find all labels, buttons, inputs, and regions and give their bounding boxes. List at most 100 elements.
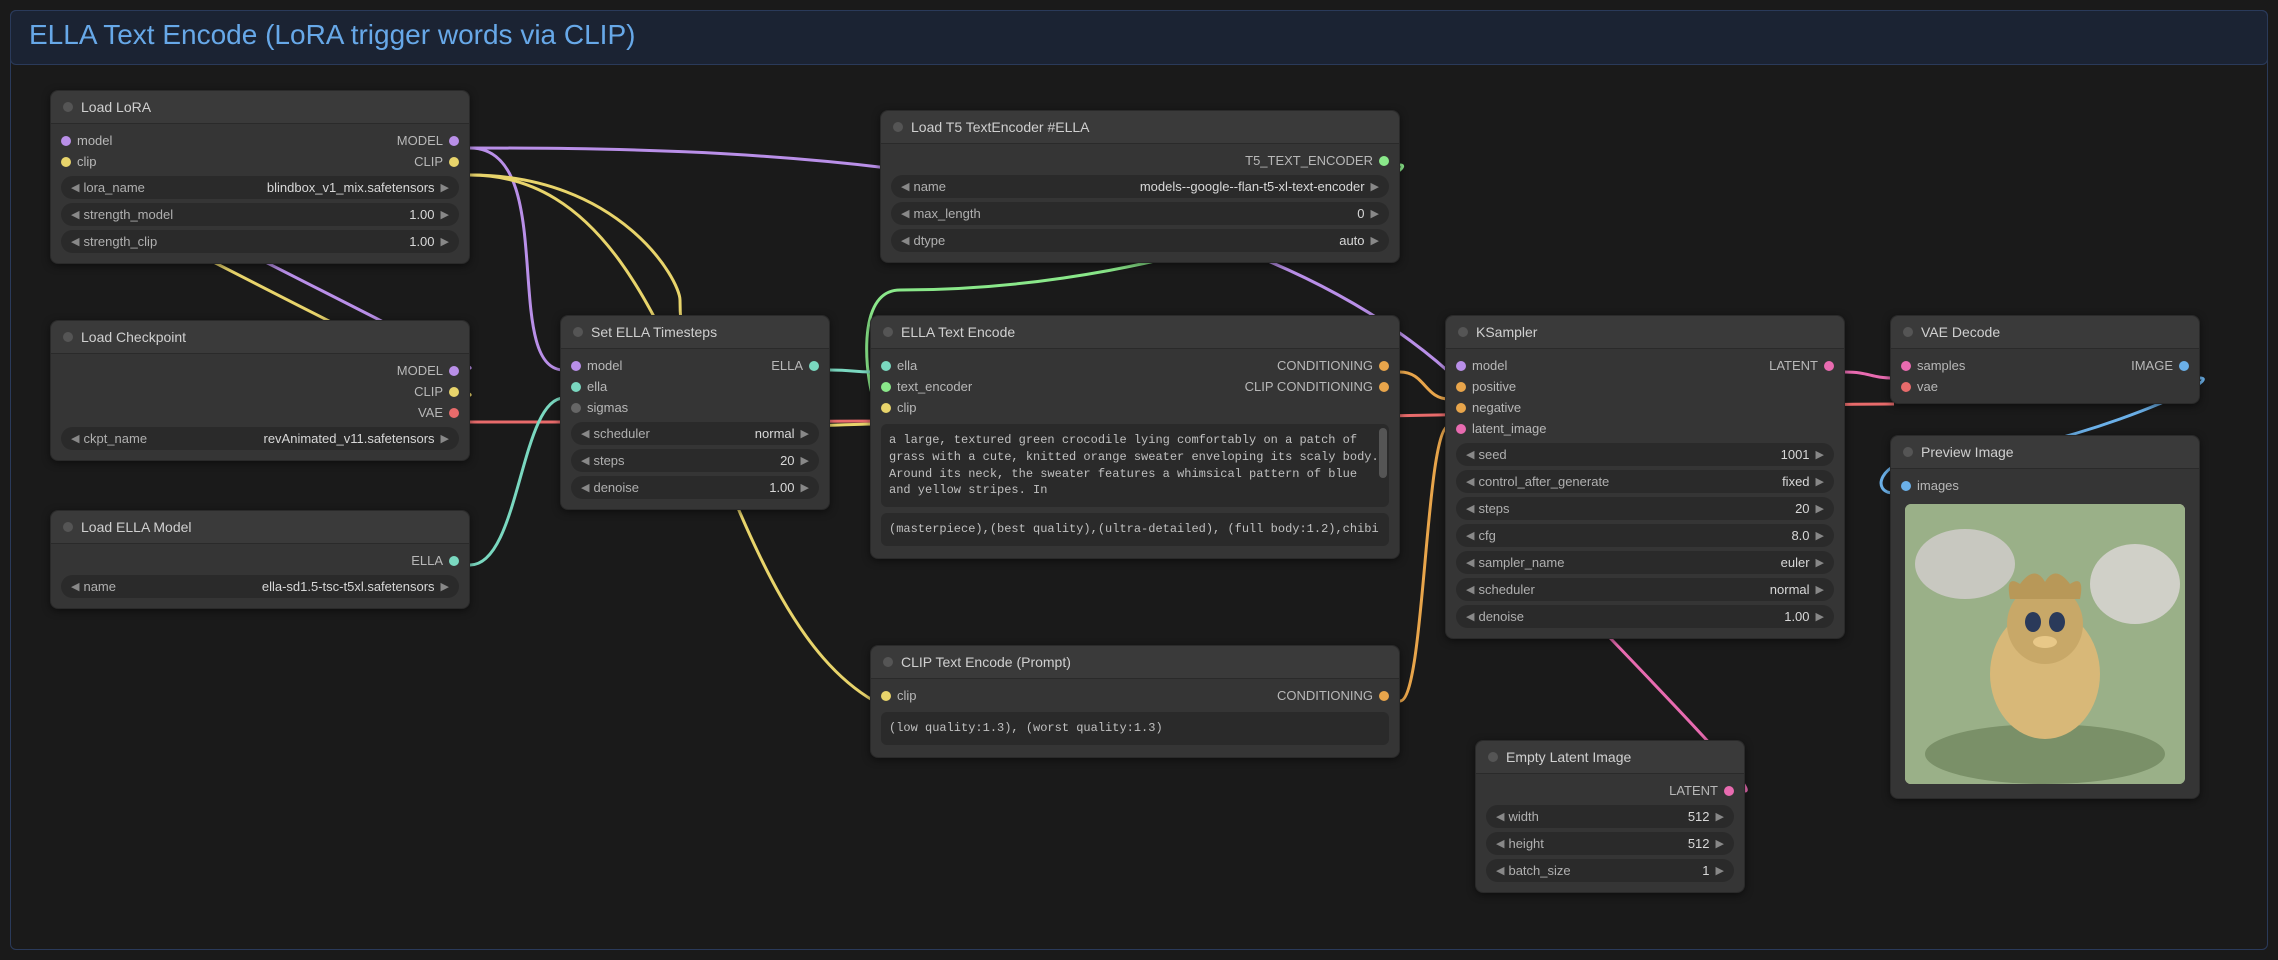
input-port-vae[interactable] [1901, 382, 1911, 392]
input-port-images[interactable] [1901, 481, 1911, 491]
chevron-right-icon[interactable]: ▶ [1369, 234, 1381, 247]
widget-strength-clip[interactable]: ◀strength_clip1.00▶ [61, 230, 459, 253]
chevron-right-icon[interactable]: ▶ [439, 181, 451, 194]
node-header[interactable]: Preview Image [1891, 436, 2199, 469]
input-port-text-encoder[interactable] [881, 382, 891, 392]
group-title-bar[interactable]: ELLA Text Encode (LoRA trigger words via… [10, 10, 2268, 65]
chevron-right-icon[interactable]: ▶ [799, 454, 811, 467]
node-vae-decode[interactable]: VAE Decode samples IMAGE vae [1890, 315, 2200, 404]
node-empty-latent[interactable]: Empty Latent Image LATENT ◀width512▶ ◀he… [1475, 740, 1745, 893]
widget-max-length[interactable]: ◀max_length0▶ [891, 202, 1389, 225]
chevron-right-icon[interactable]: ▶ [1714, 864, 1726, 877]
collapse-dot-icon[interactable] [1903, 447, 1913, 457]
chevron-left-icon[interactable]: ◀ [69, 235, 81, 248]
widget-width[interactable]: ◀width512▶ [1486, 805, 1734, 828]
chevron-right-icon[interactable]: ▶ [799, 481, 811, 494]
chevron-left-icon[interactable]: ◀ [899, 207, 911, 220]
chevron-right-icon[interactable]: ▶ [1714, 810, 1726, 823]
chevron-left-icon[interactable]: ◀ [1464, 556, 1476, 569]
collapse-dot-icon[interactable] [1458, 327, 1468, 337]
widget-sampler-name[interactable]: ◀sampler_nameeuler▶ [1456, 551, 1834, 574]
widget-steps[interactable]: ◀steps20▶ [571, 449, 819, 472]
output-port-model[interactable] [449, 136, 459, 146]
chevron-right-icon[interactable]: ▶ [439, 580, 451, 593]
chevron-left-icon[interactable]: ◀ [69, 181, 81, 194]
collapse-dot-icon[interactable] [63, 332, 73, 342]
widget-ella-name[interactable]: ◀nameella-sd1.5-tsc-t5xl.safetensors▶ [61, 575, 459, 598]
chevron-left-icon[interactable]: ◀ [69, 208, 81, 221]
input-port-model[interactable] [1456, 361, 1466, 371]
chevron-left-icon[interactable]: ◀ [1464, 610, 1476, 623]
input-port-ella[interactable] [571, 382, 581, 392]
widget-strength-model[interactable]: ◀strength_model1.00▶ [61, 203, 459, 226]
chevron-left-icon[interactable]: ◀ [1464, 448, 1476, 461]
prompt-textarea-negative[interactable]: (low quality:1.3), (worst quality:1.3) [881, 712, 1389, 745]
chevron-left-icon[interactable]: ◀ [1494, 810, 1506, 823]
output-port-image[interactable] [2179, 361, 2189, 371]
collapse-dot-icon[interactable] [1488, 752, 1498, 762]
node-set-timesteps[interactable]: Set ELLA Timesteps model ELLA ella sigma… [560, 315, 830, 510]
input-port-sigmas[interactable] [571, 403, 581, 413]
collapse-dot-icon[interactable] [573, 327, 583, 337]
widget-steps[interactable]: ◀steps20▶ [1456, 497, 1834, 520]
chevron-left-icon[interactable]: ◀ [1464, 529, 1476, 542]
scrollbar[interactable] [1379, 428, 1387, 478]
input-port-latent-image[interactable] [1456, 424, 1466, 434]
node-header[interactable]: Load T5 TextEncoder #ELLA [881, 111, 1399, 144]
node-clip-encode[interactable]: CLIP Text Encode (Prompt) clip CONDITION… [870, 645, 1400, 758]
chevron-left-icon[interactable]: ◀ [899, 234, 911, 247]
node-load-checkpoint[interactable]: Load Checkpoint MODEL CLIP VAE ◀ckpt_nam… [50, 320, 470, 461]
chevron-right-icon[interactable]: ▶ [1814, 475, 1826, 488]
input-port-model[interactable] [571, 361, 581, 371]
chevron-right-icon[interactable]: ▶ [1714, 837, 1726, 850]
widget-denoise[interactable]: ◀denoise1.00▶ [1456, 605, 1834, 628]
input-port-positive[interactable] [1456, 382, 1466, 392]
chevron-right-icon[interactable]: ▶ [1814, 448, 1826, 461]
collapse-dot-icon[interactable] [63, 102, 73, 112]
chevron-right-icon[interactable]: ▶ [1369, 180, 1381, 193]
chevron-left-icon[interactable]: ◀ [1464, 475, 1476, 488]
widget-scheduler[interactable]: ◀schedulernormal▶ [1456, 578, 1834, 601]
collapse-dot-icon[interactable] [1903, 327, 1913, 337]
output-port-latent[interactable] [1724, 786, 1734, 796]
chevron-left-icon[interactable]: ◀ [1494, 837, 1506, 850]
chevron-right-icon[interactable]: ▶ [1814, 556, 1826, 569]
chevron-right-icon[interactable]: ▶ [439, 208, 451, 221]
preview-image-thumbnail[interactable] [1905, 504, 2185, 784]
collapse-dot-icon[interactable] [883, 657, 893, 667]
chevron-right-icon[interactable]: ▶ [439, 235, 451, 248]
output-port-clip[interactable] [449, 157, 459, 167]
chevron-right-icon[interactable]: ▶ [439, 432, 451, 445]
widget-scheduler[interactable]: ◀schedulernormal▶ [571, 422, 819, 445]
chevron-left-icon[interactable]: ◀ [1494, 864, 1506, 877]
widget-denoise[interactable]: ◀denoise1.00▶ [571, 476, 819, 499]
input-port-negative[interactable] [1456, 403, 1466, 413]
node-ksampler[interactable]: KSampler model LATENT positive negative … [1445, 315, 1845, 639]
chevron-right-icon[interactable]: ▶ [799, 427, 811, 440]
node-header[interactable]: Load Checkpoint [51, 321, 469, 354]
widget-seed[interactable]: ◀seed1001▶ [1456, 443, 1834, 466]
node-header[interactable]: VAE Decode [1891, 316, 2199, 349]
node-header[interactable]: CLIP Text Encode (Prompt) [871, 646, 1399, 679]
input-port-clip[interactable] [881, 691, 891, 701]
input-port-model[interactable] [61, 136, 71, 146]
input-port-samples[interactable] [1901, 361, 1911, 371]
output-port-ella[interactable] [449, 556, 459, 566]
widget-dtype[interactable]: ◀dtypeauto▶ [891, 229, 1389, 252]
widget-cfg[interactable]: ◀cfg8.0▶ [1456, 524, 1834, 547]
collapse-dot-icon[interactable] [63, 522, 73, 532]
chevron-left-icon[interactable]: ◀ [69, 580, 81, 593]
output-port-conditioning[interactable] [1379, 691, 1389, 701]
output-port-model[interactable] [449, 366, 459, 376]
collapse-dot-icon[interactable] [893, 122, 903, 132]
node-header[interactable]: Empty Latent Image [1476, 741, 1744, 774]
input-port-ella[interactable] [881, 361, 891, 371]
node-header[interactable]: Load LoRA [51, 91, 469, 124]
prompt-textarea-positive[interactable]: a large, textured green crocodile lying … [881, 424, 1389, 507]
prompt-textarea-extra[interactable]: (masterpiece),(best quality),(ultra-deta… [881, 513, 1389, 546]
output-port-t5[interactable] [1379, 156, 1389, 166]
chevron-left-icon[interactable]: ◀ [579, 427, 591, 440]
widget-control-after-generate[interactable]: ◀control_after_generatefixed▶ [1456, 470, 1834, 493]
widget-lora-name[interactable]: ◀lora_nameblindbox_v1_mix.safetensors▶ [61, 176, 459, 199]
input-port-clip[interactable] [881, 403, 891, 413]
